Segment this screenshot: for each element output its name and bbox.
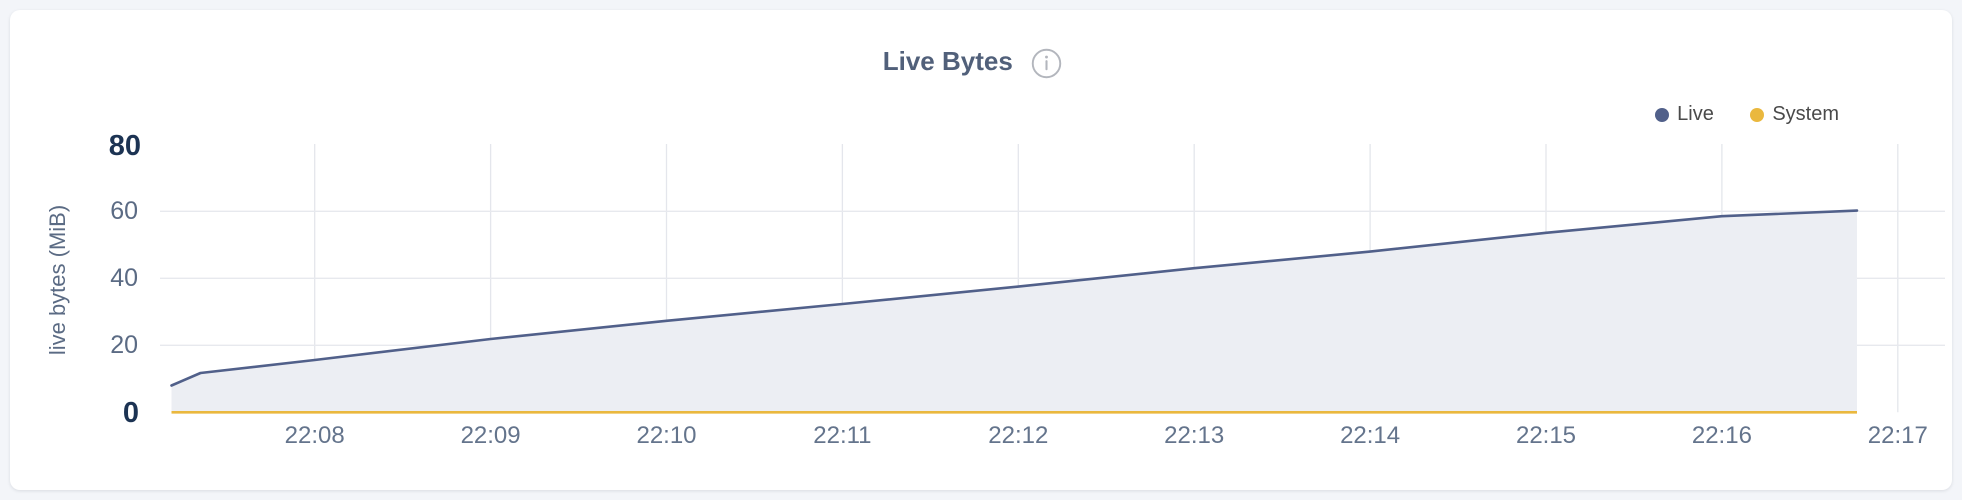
svg-text:22:15: 22:15 xyxy=(1516,422,1576,449)
svg-text:22:17: 22:17 xyxy=(1868,422,1928,449)
svg-text:20: 20 xyxy=(110,331,138,359)
svg-text:80: 80 xyxy=(109,130,141,162)
svg-text:22:16: 22:16 xyxy=(1692,422,1752,449)
svg-text:22:11: 22:11 xyxy=(813,422,871,449)
svg-text:40: 40 xyxy=(110,264,138,292)
svg-text:60: 60 xyxy=(110,197,138,225)
svg-text:22:13: 22:13 xyxy=(1164,422,1224,449)
svg-text:22:09: 22:09 xyxy=(461,422,521,449)
svg-text:22:10: 22:10 xyxy=(636,422,696,449)
svg-text:22:12: 22:12 xyxy=(988,422,1048,449)
svg-text:live bytes (MiB): live bytes (MiB) xyxy=(45,205,70,355)
svg-text:22:14: 22:14 xyxy=(1340,422,1400,449)
svg-text:0: 0 xyxy=(123,397,139,429)
svg-text:22:08: 22:08 xyxy=(285,422,345,449)
